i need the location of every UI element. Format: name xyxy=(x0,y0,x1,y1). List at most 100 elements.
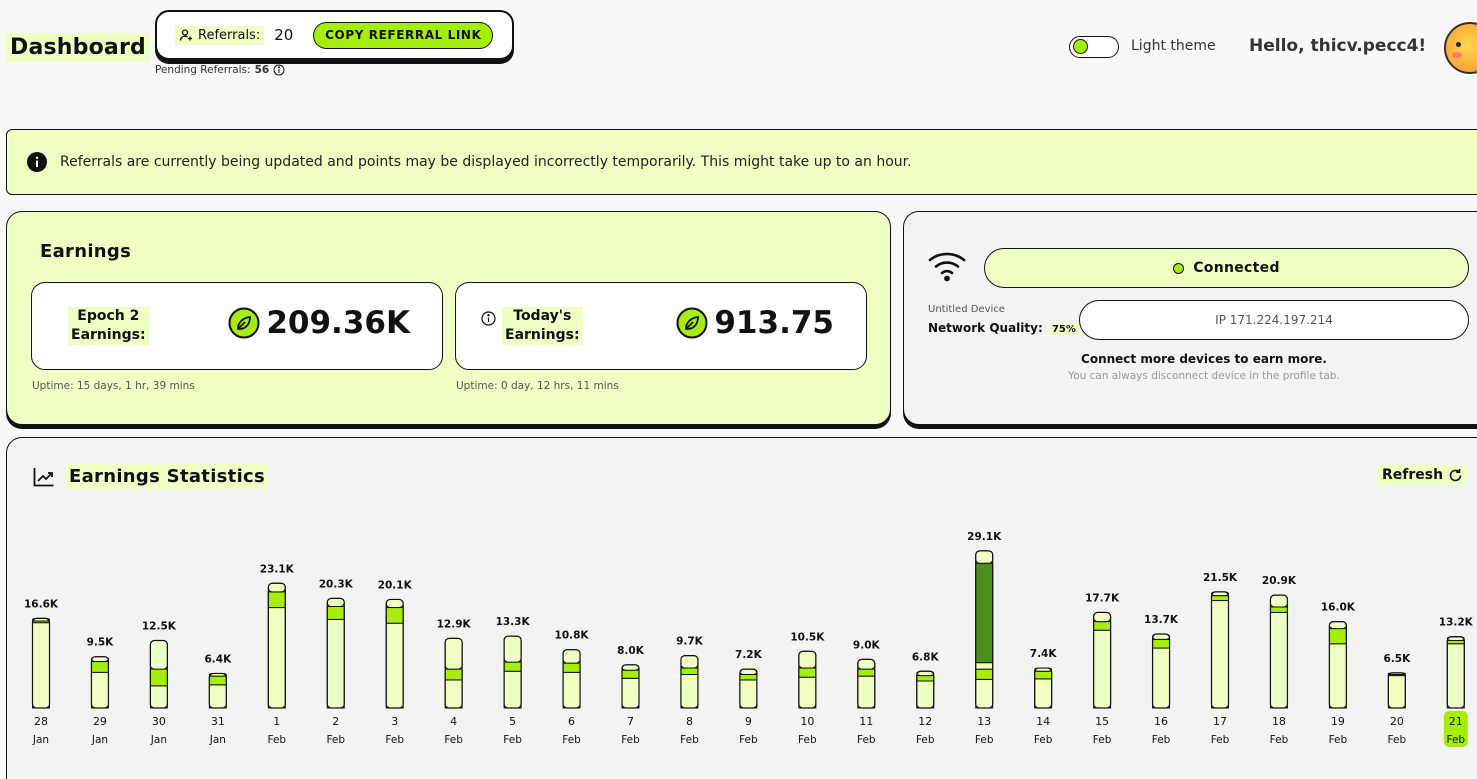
epoch-earnings-box: Epoch 2 Earnings: 209.36K xyxy=(31,282,443,370)
bar-segment xyxy=(1211,595,1229,602)
selected-day-highlight xyxy=(1443,711,1468,747)
x-tick-day: 10 xyxy=(800,715,814,728)
x-tick-month: Feb xyxy=(857,734,876,746)
connect-more-text: Connect more devices to earn more. xyxy=(1081,352,1327,366)
x-tick-day: 20 xyxy=(1390,715,1404,728)
bar-value-label: 8.0K xyxy=(617,645,645,657)
bar-segment xyxy=(562,671,581,709)
bar[interactable] xyxy=(1210,591,1230,709)
x-tick-day: 11 xyxy=(859,715,873,728)
bar-segment xyxy=(1269,611,1288,709)
epoch-earnings-label: Epoch 2 Earnings: xyxy=(68,307,149,345)
bar[interactable] xyxy=(1446,636,1465,709)
x-tick-day: 14 xyxy=(1036,715,1050,728)
bar-segment xyxy=(503,635,522,663)
bar[interactable] xyxy=(1092,611,1112,709)
bar-segment xyxy=(680,674,699,709)
bar[interactable] xyxy=(1387,672,1406,709)
bar-value-label: 13.2K xyxy=(1439,617,1474,629)
bar-segment xyxy=(267,607,286,709)
x-tick-month: Feb xyxy=(1152,734,1171,746)
earnings-card: Earnings Epoch 2 Earnings: 209.36K Uptime… xyxy=(6,211,891,425)
bar-segment xyxy=(1269,594,1288,608)
bar-value-label: 10.5K xyxy=(790,631,825,643)
copy-referral-link-button[interactable]: COPY REFERRAL LINK xyxy=(313,21,494,49)
bar-value-label: 13.7K xyxy=(1144,614,1179,626)
bar[interactable] xyxy=(680,655,699,709)
bar[interactable] xyxy=(503,635,522,709)
bar-value-label: 6.8K xyxy=(912,651,940,663)
device-name: Untitled Device xyxy=(928,304,1005,315)
bar-segment xyxy=(90,671,109,709)
bar[interactable] xyxy=(444,637,463,709)
bar[interactable] xyxy=(975,550,994,709)
bar[interactable] xyxy=(562,649,581,709)
bar-segment xyxy=(857,668,876,677)
x-tick-month: Feb xyxy=(444,734,463,746)
bar-segment xyxy=(385,622,404,709)
refresh-button[interactable]: Refresh xyxy=(1378,465,1468,485)
x-tick-day: 3 xyxy=(391,715,398,728)
bar-value-label: 7.4K xyxy=(1030,648,1058,660)
x-tick-day: 6 xyxy=(568,715,575,728)
bar[interactable] xyxy=(1328,620,1348,709)
add-user-icon xyxy=(179,29,192,41)
bar[interactable] xyxy=(739,668,758,709)
today-earnings-value: 913.75 xyxy=(676,305,834,341)
leaf-coin-icon xyxy=(228,307,260,339)
bar[interactable] xyxy=(149,639,168,709)
referrals-label-text: Referrals: xyxy=(198,27,261,43)
x-tick-day: 21 xyxy=(1449,715,1463,728)
earnings-statistics-title: Earnings Statistics xyxy=(66,464,269,489)
pending-referrals-count: 56 xyxy=(254,64,270,76)
x-tick-month: Feb xyxy=(1388,734,1407,746)
bar-value-label: 29.1K xyxy=(967,531,1002,543)
bar-segment xyxy=(208,684,227,709)
bar[interactable] xyxy=(90,656,110,709)
x-tick-day: 18 xyxy=(1272,715,1286,728)
theme-toggle[interactable] xyxy=(1069,36,1119,58)
bar[interactable] xyxy=(385,598,404,709)
bar-segment xyxy=(798,650,817,669)
bar-segment xyxy=(385,598,404,609)
bar-value-label: 13.3K xyxy=(496,616,531,628)
trending-up-icon xyxy=(33,468,54,487)
today-earnings-box: Today's Earnings: 913.75 xyxy=(455,282,867,370)
x-tick-month: Feb xyxy=(503,734,522,746)
bar[interactable] xyxy=(208,672,227,709)
x-tick-month: Feb xyxy=(562,734,581,746)
x-tick-month: Jan xyxy=(91,734,108,746)
info-icon[interactable] xyxy=(481,311,496,326)
bar-segment xyxy=(1093,611,1112,623)
bar[interactable] xyxy=(326,597,345,709)
bar-value-label: 17.7K xyxy=(1085,592,1120,604)
pending-referrals-label: Pending Referrals: xyxy=(155,64,251,76)
bar[interactable] xyxy=(1034,667,1053,709)
bar-segment xyxy=(798,667,817,678)
bar[interactable] xyxy=(31,617,51,709)
bar-value-label: 12.9K xyxy=(437,618,472,630)
bar[interactable] xyxy=(267,582,286,709)
x-tick-day: 12 xyxy=(918,715,932,728)
bar[interactable] xyxy=(857,658,876,709)
bar[interactable] xyxy=(798,650,817,709)
bar-segment xyxy=(326,597,345,607)
earnings-title: Earnings xyxy=(40,241,132,262)
x-tick-month: Jan xyxy=(150,734,167,746)
bar-segment xyxy=(1152,638,1171,649)
bar[interactable] xyxy=(1269,594,1289,709)
bar[interactable] xyxy=(621,664,640,709)
info-icon[interactable] xyxy=(273,64,285,76)
x-tick-month: Feb xyxy=(621,734,640,746)
bar-segment xyxy=(621,677,640,709)
bar-value-label: 16.0K xyxy=(1321,602,1356,614)
connect-more-subtext: You can always disconnect device in the … xyxy=(1068,370,1340,382)
bar-segment xyxy=(503,670,522,709)
bar-segment xyxy=(739,668,758,676)
x-tick-month: Feb xyxy=(1270,734,1289,746)
bar[interactable] xyxy=(916,670,935,709)
toggle-knob xyxy=(1073,39,1088,54)
bar[interactable] xyxy=(1151,633,1171,709)
x-tick-day: 16 xyxy=(1154,715,1168,728)
bar-value-label: 6.5K xyxy=(1383,653,1411,665)
